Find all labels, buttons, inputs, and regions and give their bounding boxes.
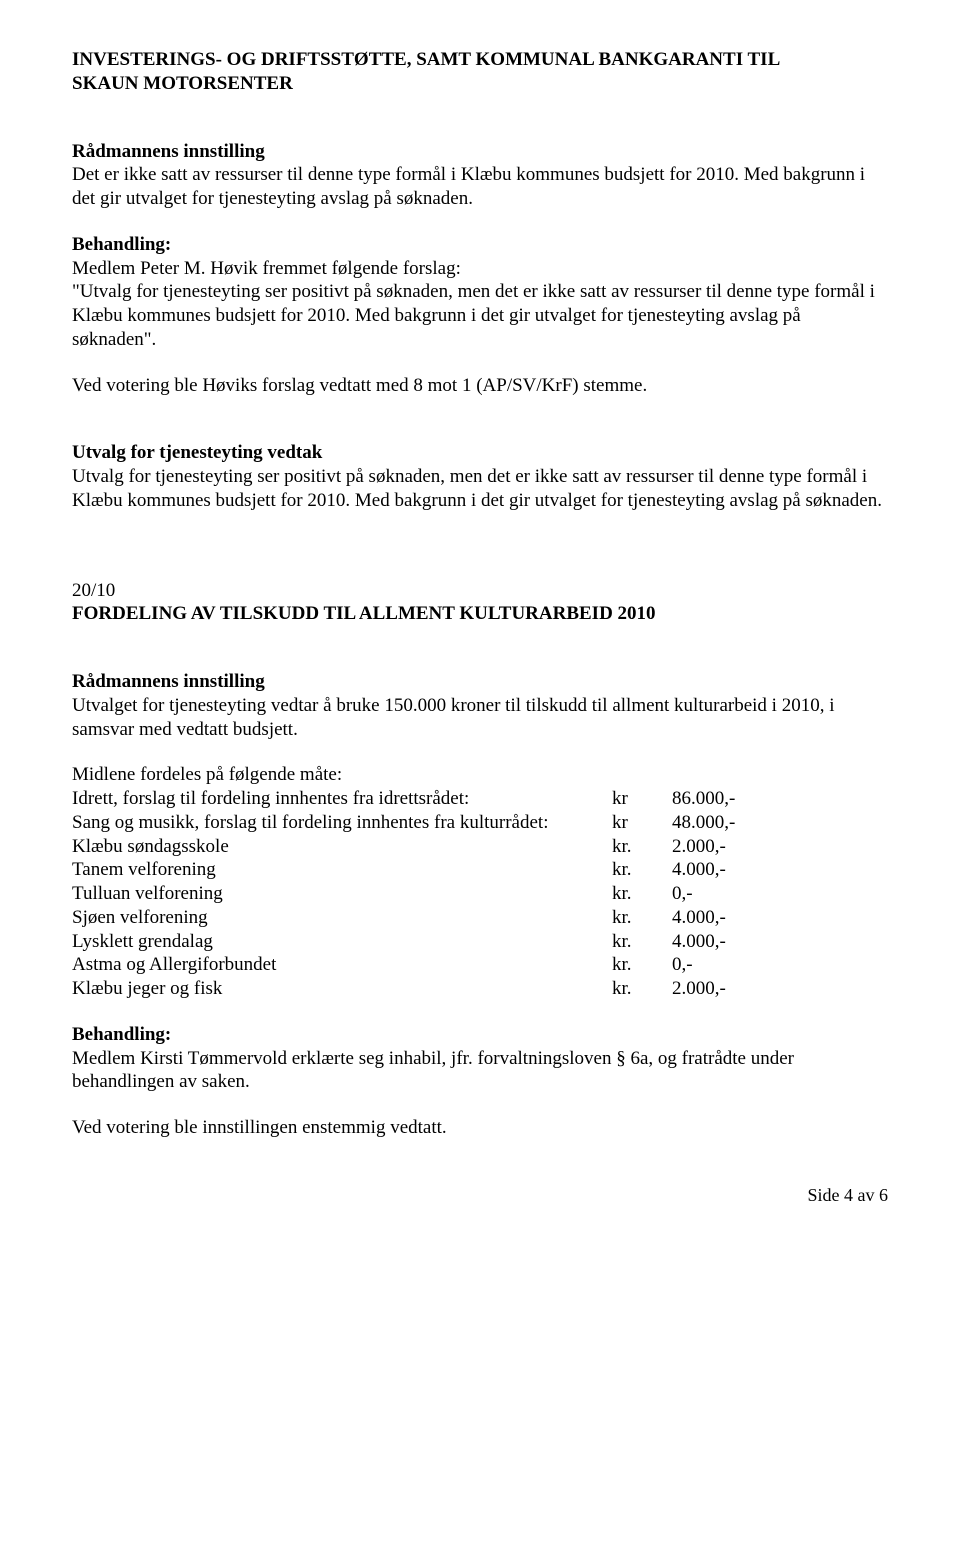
- row-kr: kr: [612, 787, 672, 811]
- table-row: Tanem velforeningkr.4.000,-: [72, 858, 888, 882]
- row-kr: kr.: [612, 858, 672, 882]
- row-label: Sang og musikk, forslag til fordeling in…: [72, 811, 612, 835]
- section1-p1: Det er ikke satt av ressurser til denne …: [72, 163, 888, 211]
- section2-title: FORDELING AV TILSKUDD TIL ALLMENT KULTUR…: [72, 602, 888, 626]
- section2-number: 20/10: [72, 579, 888, 603]
- document-page: INVESTERINGS- OG DRIFTSSTØTTE, SAMT KOMM…: [0, 0, 960, 1264]
- table-row: Sjøen velforeningkr.4.000,-: [72, 906, 888, 930]
- row-label: Idrett, forslag til fordeling innhentes …: [72, 787, 612, 811]
- table-row: Klæbu jeger og fiskkr.2.000,-: [72, 977, 888, 1001]
- section1-heading2: Behandling:: [72, 233, 888, 257]
- section2-heading2: Behandling:: [72, 1023, 888, 1047]
- row-label: Sjøen velforening: [72, 906, 612, 930]
- row-label: Klæbu søndagsskole: [72, 835, 612, 859]
- doc-title-line1: INVESTERINGS- OG DRIFTSSTØTTE, SAMT KOMM…: [72, 48, 888, 72]
- row-kr: kr.: [612, 930, 672, 954]
- row-amount: 48.000,-: [672, 811, 762, 835]
- row-amount: 2.000,-: [672, 977, 762, 1001]
- table-row: Lysklett grendalagkr.4.000,-: [72, 930, 888, 954]
- row-amount: 4.000,-: [672, 930, 762, 954]
- section1-p2a: Medlem Peter M. Høvik fremmet følgende f…: [72, 257, 888, 281]
- row-label: Klæbu jeger og fisk: [72, 977, 612, 1001]
- row-amount: 4.000,-: [672, 858, 762, 882]
- section1-p4: Utvalg for tjenesteyting ser positivt på…: [72, 465, 888, 513]
- section2-p1: Utvalget for tjenesteyting vedtar å bruk…: [72, 694, 888, 742]
- row-label: Tulluan velforening: [72, 882, 612, 906]
- row-amount: 4.000,-: [672, 906, 762, 930]
- section2-heading: Rådmannens innstilling: [72, 670, 888, 694]
- table-row: Klæbu søndagsskolekr.2.000,-: [72, 835, 888, 859]
- doc-title-line2: SKAUN MOTORSENTER: [72, 72, 888, 96]
- row-label: Astma og Allergiforbundet: [72, 953, 612, 977]
- section1-heading3: Utvalg for tjenesteyting vedtak: [72, 441, 888, 465]
- row-label: Tanem velforening: [72, 858, 612, 882]
- section1-p3: Ved votering ble Høviks forslag vedtatt …: [72, 374, 888, 398]
- row-kr: kr.: [612, 977, 672, 1001]
- row-kr: kr.: [612, 835, 672, 859]
- allocation-table: Idrett, forslag til fordeling innhentes …: [72, 787, 888, 1001]
- section2-p4: Ved votering ble innstillingen enstemmig…: [72, 1116, 888, 1140]
- row-amount: 2.000,-: [672, 835, 762, 859]
- page-footer: Side 4 av 6: [72, 1184, 888, 1207]
- section2-p3: Medlem Kirsti Tømmervold erklærte seg in…: [72, 1047, 888, 1095]
- section1-p2b: "Utvalg for tjenesteyting ser positivt p…: [72, 280, 888, 351]
- row-kr: kr: [612, 811, 672, 835]
- row-amount: 0,-: [672, 953, 762, 977]
- table-row: Idrett, forslag til fordeling innhentes …: [72, 787, 888, 811]
- row-amount: 0,-: [672, 882, 762, 906]
- row-kr: kr.: [612, 953, 672, 977]
- section2-p2: Midlene fordeles på følgende måte:: [72, 763, 888, 787]
- table-row: Tulluan velforeningkr.0,-: [72, 882, 888, 906]
- row-kr: kr.: [612, 882, 672, 906]
- table-row: Astma og Allergiforbundetkr.0,-: [72, 953, 888, 977]
- row-amount: 86.000,-: [672, 787, 762, 811]
- table-row: Sang og musikk, forslag til fordeling in…: [72, 811, 888, 835]
- section1-heading: Rådmannens innstilling: [72, 140, 888, 164]
- row-label: Lysklett grendalag: [72, 930, 612, 954]
- row-kr: kr.: [612, 906, 672, 930]
